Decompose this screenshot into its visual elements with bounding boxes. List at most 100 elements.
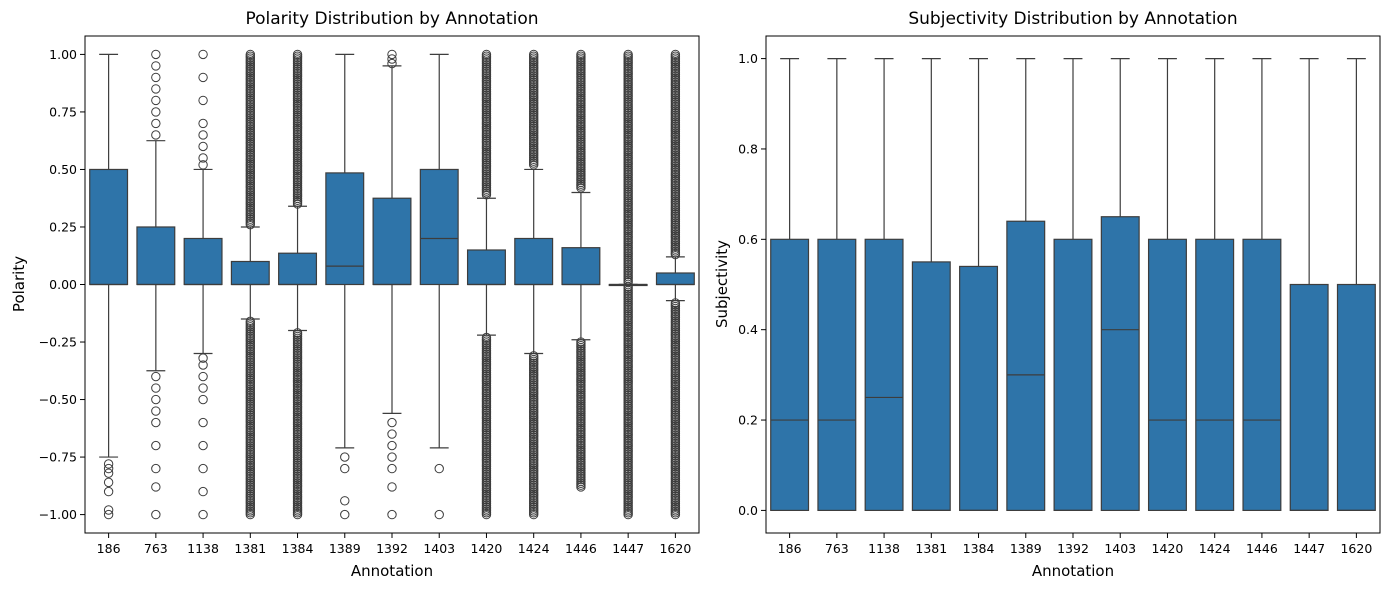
- y-tick-label: −0.75: [39, 450, 77, 465]
- x-tick-label: 1447: [612, 541, 644, 556]
- outlier-point: [151, 107, 161, 117]
- box-1447: [1289, 57, 1329, 512]
- box-1447: [608, 49, 648, 520]
- box-1392: [1053, 57, 1093, 512]
- box-series: [770, 57, 1376, 512]
- x-tick-label: 1138: [187, 541, 219, 556]
- box-1403: [1100, 57, 1140, 512]
- outlier-point: [387, 58, 397, 69]
- outlier-point: [151, 482, 161, 492]
- outlier-point: [198, 417, 208, 428]
- box-1403: [419, 53, 459, 520]
- y-tick-label: 0.4: [738, 322, 758, 337]
- box-1424: [1195, 57, 1235, 512]
- y-tick-label: 0.75: [49, 104, 77, 119]
- y-tick-label: 0.6: [738, 232, 758, 247]
- box-1381: [230, 49, 270, 520]
- outlier-point: [151, 130, 161, 140]
- outlier-point: [198, 118, 208, 129]
- outlier-point: [387, 429, 397, 439]
- box-iqr: [770, 238, 810, 512]
- outlier-point: [151, 383, 161, 393]
- outlier-point: [292, 49, 303, 60]
- box-iqr: [959, 265, 999, 512]
- box-series: [89, 49, 695, 520]
- box-iqr: [1006, 220, 1046, 512]
- outlier-point: [340, 509, 350, 520]
- outlier-point: [387, 509, 397, 520]
- x-tick-label: 1381: [234, 541, 266, 556]
- box-1446: [1242, 57, 1282, 512]
- outlier-point: [198, 353, 208, 363]
- box-1138: [183, 49, 223, 520]
- outlier-point: [245, 316, 256, 327]
- outlier-point: [387, 452, 397, 462]
- outlier-point: [151, 463, 161, 474]
- y-tick-label: −0.25: [39, 335, 77, 350]
- box-iqr: [89, 168, 129, 286]
- outlier-point: [151, 406, 161, 416]
- outlier-point: [198, 153, 208, 163]
- outlier-point: [151, 61, 161, 71]
- box-iqr: [419, 168, 459, 286]
- box-iqr: [1336, 283, 1376, 512]
- outlier-point: [198, 95, 208, 106]
- polarity-chart: Polarity Distribution by Annotation Anno…: [10, 9, 700, 580]
- outlier-point: [151, 118, 161, 129]
- outlier-point: [198, 49, 208, 60]
- x-tick-label: 1389: [329, 541, 361, 556]
- box-iqr: [911, 261, 951, 512]
- outlier-point: [528, 351, 539, 361]
- box-iqr: [230, 260, 270, 286]
- x-tick-label: 1389: [1010, 541, 1042, 556]
- y-tick-label: 0.2: [738, 413, 758, 428]
- box-1620: [655, 49, 695, 520]
- x-axis-ticks: 186 763 1138 1381 1384 1389 1392 1403 1420 1424 14…: [778, 533, 1372, 556]
- x-tick-label: 1424: [518, 541, 550, 556]
- outlier-point: [198, 463, 208, 474]
- x-tick-label: 1384: [282, 541, 314, 556]
- box-iqr: [817, 238, 857, 512]
- box-186: [770, 57, 810, 512]
- box-iqr: [183, 237, 223, 286]
- box-iqr: [325, 172, 365, 286]
- y-tick-label: 0.00: [49, 277, 77, 292]
- outlier-point: [340, 463, 350, 474]
- y-tick-label: 1.0: [738, 51, 758, 66]
- outlier-point: [151, 84, 161, 94]
- x-tick-label: 1620: [659, 541, 691, 556]
- outlier-point: [151, 394, 161, 405]
- x-tick-label: 1447: [1293, 541, 1325, 556]
- x-tick-label: 186: [97, 541, 121, 556]
- outlier-point: [151, 417, 161, 428]
- outlier-point: [103, 468, 114, 478]
- outlier-point: [387, 49, 397, 60]
- outlier-point: [198, 130, 208, 140]
- x-tick-label: 1403: [1104, 541, 1136, 556]
- outlier-point: [198, 141, 208, 152]
- x-tick-label: 1392: [1057, 541, 1089, 556]
- outlier-point: [103, 463, 114, 474]
- y-axis-label: Subjectivity: [713, 240, 731, 328]
- plot-frame: [765, 35, 1381, 534]
- box-iqr: [864, 238, 904, 512]
- outlier-point: [576, 49, 586, 60]
- chart-title: Polarity Distribution by Annotation: [245, 9, 538, 29]
- outlier-point: [434, 463, 444, 474]
- box-1392: [372, 49, 412, 520]
- box-1384: [959, 57, 999, 512]
- outlier-point: [387, 54, 397, 64]
- box-1446: [561, 49, 601, 492]
- outlier-point: [434, 509, 444, 520]
- outlier-point: [340, 452, 350, 462]
- x-tick-label: 1403: [423, 541, 455, 556]
- x-tick-label: 1381: [915, 541, 947, 556]
- y-tick-label: −0.50: [39, 392, 77, 407]
- outlier-point: [198, 440, 208, 451]
- box-1138: [864, 57, 904, 512]
- x-tick-label: 186: [778, 541, 802, 556]
- box-1424: [514, 49, 554, 520]
- outlier-point: [198, 371, 208, 382]
- box-iqr: [514, 237, 554, 286]
